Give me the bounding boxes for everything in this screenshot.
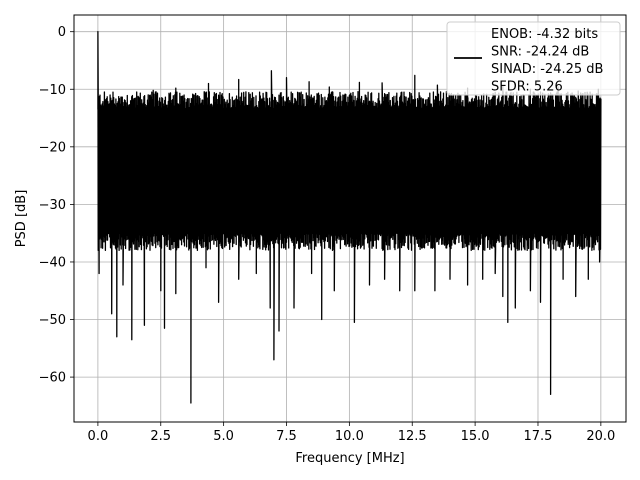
y-axis-label: PSD [dB]: [14, 190, 29, 248]
y-tick-label: −50: [39, 313, 66, 328]
x-tick-label: 17.5: [524, 429, 553, 444]
psd-series-line: [97, 31, 602, 404]
axis-ticks: 0.0 2.5 5.0 7.5 10.0 12.5 15.0 17.5 20.0 0 −10 −20 −…: [39, 25, 616, 444]
x-tick-label: 7.5: [276, 429, 297, 444]
y-tick-label: −60: [39, 371, 66, 386]
y-tick-label: −20: [39, 140, 66, 155]
plot-area: [97, 31, 602, 404]
x-tick-label: 15.0: [461, 429, 490, 444]
legend-box: [446, 21, 621, 96]
legend-sfdr: SFDR: 5.26: [491, 80, 563, 95]
legend: ENOB: -4.32 bits SNR: -24.24 dB SINAD: -…: [446, 21, 621, 96]
y-tick-label: −10: [39, 83, 66, 98]
x-tick-label: 2.5: [150, 429, 171, 444]
legend-sinad: SINAD: -24.25 dB: [491, 62, 603, 77]
axes-frame: [73, 14, 627, 423]
x-tick-label: 0.0: [88, 429, 109, 444]
x-tick-label: 20.0: [586, 429, 615, 444]
y-tick-label: 0: [58, 25, 66, 40]
legend-enob: ENOB: -4.32 bits: [491, 27, 598, 42]
y-tick-label: −40: [39, 255, 66, 270]
x-tick-label: 12.5: [398, 429, 427, 444]
legend-snr: SNR: -24.24 dB: [491, 45, 589, 60]
x-tick-label: 10.0: [335, 429, 364, 444]
x-axis-label: Frequency [MHz]: [295, 451, 404, 466]
y-tick-label: −30: [39, 198, 66, 213]
x-tick-label: 5.0: [213, 429, 234, 444]
